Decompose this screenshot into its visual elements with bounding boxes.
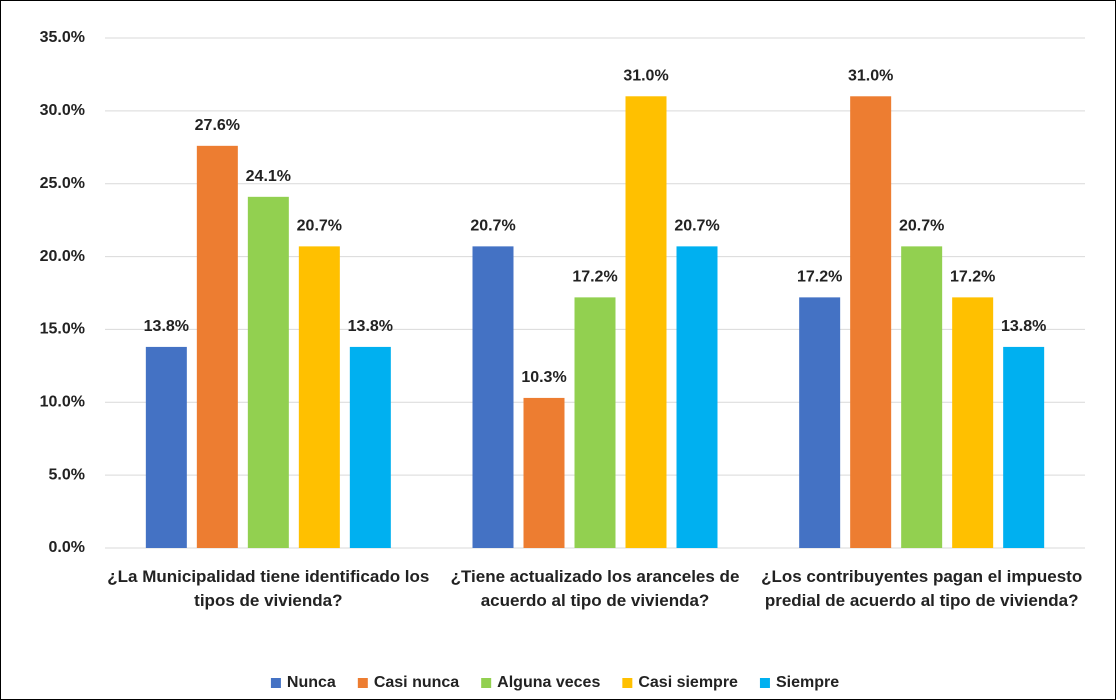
- bar: [952, 297, 994, 548]
- legend-swatch: [481, 678, 492, 688]
- data-label: 17.2%: [950, 269, 995, 286]
- x-tick-label-box: ¿Tiene actualizado los aranceles de acue…: [450, 567, 740, 610]
- data-label: 13.8%: [1001, 318, 1046, 335]
- bar: [523, 397, 565, 548]
- legend-item: Siempre: [759, 674, 839, 691]
- x-tick-label: ¿Los contribuyentes pagan el impuesto pr…: [761, 567, 1083, 610]
- legend-label: Casi siempre: [638, 674, 738, 691]
- legend-swatch: [357, 678, 368, 688]
- legend-item: Casi nunca: [357, 674, 459, 691]
- data-label: 13.8%: [144, 318, 189, 335]
- data-label: 31.0%: [623, 68, 668, 85]
- data-label: 24.1%: [246, 168, 291, 185]
- bar: [145, 346, 187, 548]
- x-tick-label: ¿La Municipalidad tiene identificado los…: [107, 567, 430, 610]
- data-label: 20.7%: [899, 218, 944, 235]
- data-label: 20.7%: [470, 218, 515, 235]
- data-label: 31.0%: [848, 68, 893, 85]
- bar: [247, 196, 289, 549]
- bar: [799, 297, 841, 548]
- y-tick-label: 35.0%: [40, 29, 85, 46]
- legend-item: Alguna veces: [481, 674, 600, 691]
- legend-swatch: [622, 678, 633, 688]
- y-tick-label: 5.0%: [49, 466, 85, 483]
- x-tick-label-box: ¿Los contribuyentes pagan el impuesto pr…: [761, 567, 1083, 610]
- data-label: 13.8%: [348, 318, 393, 335]
- data-label: 20.7%: [674, 218, 719, 235]
- legend-item: Casi siempre: [622, 674, 738, 691]
- bar: [349, 346, 391, 548]
- y-tick-label: 15.0%: [40, 321, 85, 338]
- bar: [901, 246, 943, 548]
- bar: [574, 297, 616, 548]
- bar: [472, 246, 514, 548]
- bar: [676, 246, 718, 548]
- legend-swatch: [759, 678, 770, 688]
- bar: [298, 246, 340, 548]
- bar: [1003, 346, 1045, 548]
- data-label: 17.2%: [572, 269, 617, 286]
- legend-swatch: [270, 678, 281, 688]
- bar: [625, 96, 667, 549]
- y-tick-label: 10.0%: [40, 394, 85, 411]
- data-label: 17.2%: [797, 269, 842, 286]
- data-label: 20.7%: [297, 218, 342, 235]
- y-tick-label: 20.0%: [40, 248, 85, 265]
- x-tick-label-box: ¿La Municipalidad tiene identificado los…: [107, 567, 430, 610]
- legend-item: Nunca: [270, 674, 336, 691]
- x-tick-label: ¿Tiene actualizado los aranceles de acue…: [450, 567, 740, 610]
- data-label: 10.3%: [521, 369, 566, 386]
- legend-label: Casi nunca: [374, 674, 459, 691]
- y-tick-label: 0.0%: [49, 539, 85, 556]
- legend-label: Siempre: [776, 674, 839, 691]
- y-tick-label: 25.0%: [40, 175, 85, 192]
- legend-label: Nunca: [287, 674, 336, 691]
- bar: [850, 96, 892, 549]
- data-label: 27.6%: [195, 117, 240, 134]
- legend-label: Alguna veces: [497, 674, 600, 691]
- y-tick-label: 30.0%: [40, 102, 85, 119]
- bar: [196, 145, 238, 549]
